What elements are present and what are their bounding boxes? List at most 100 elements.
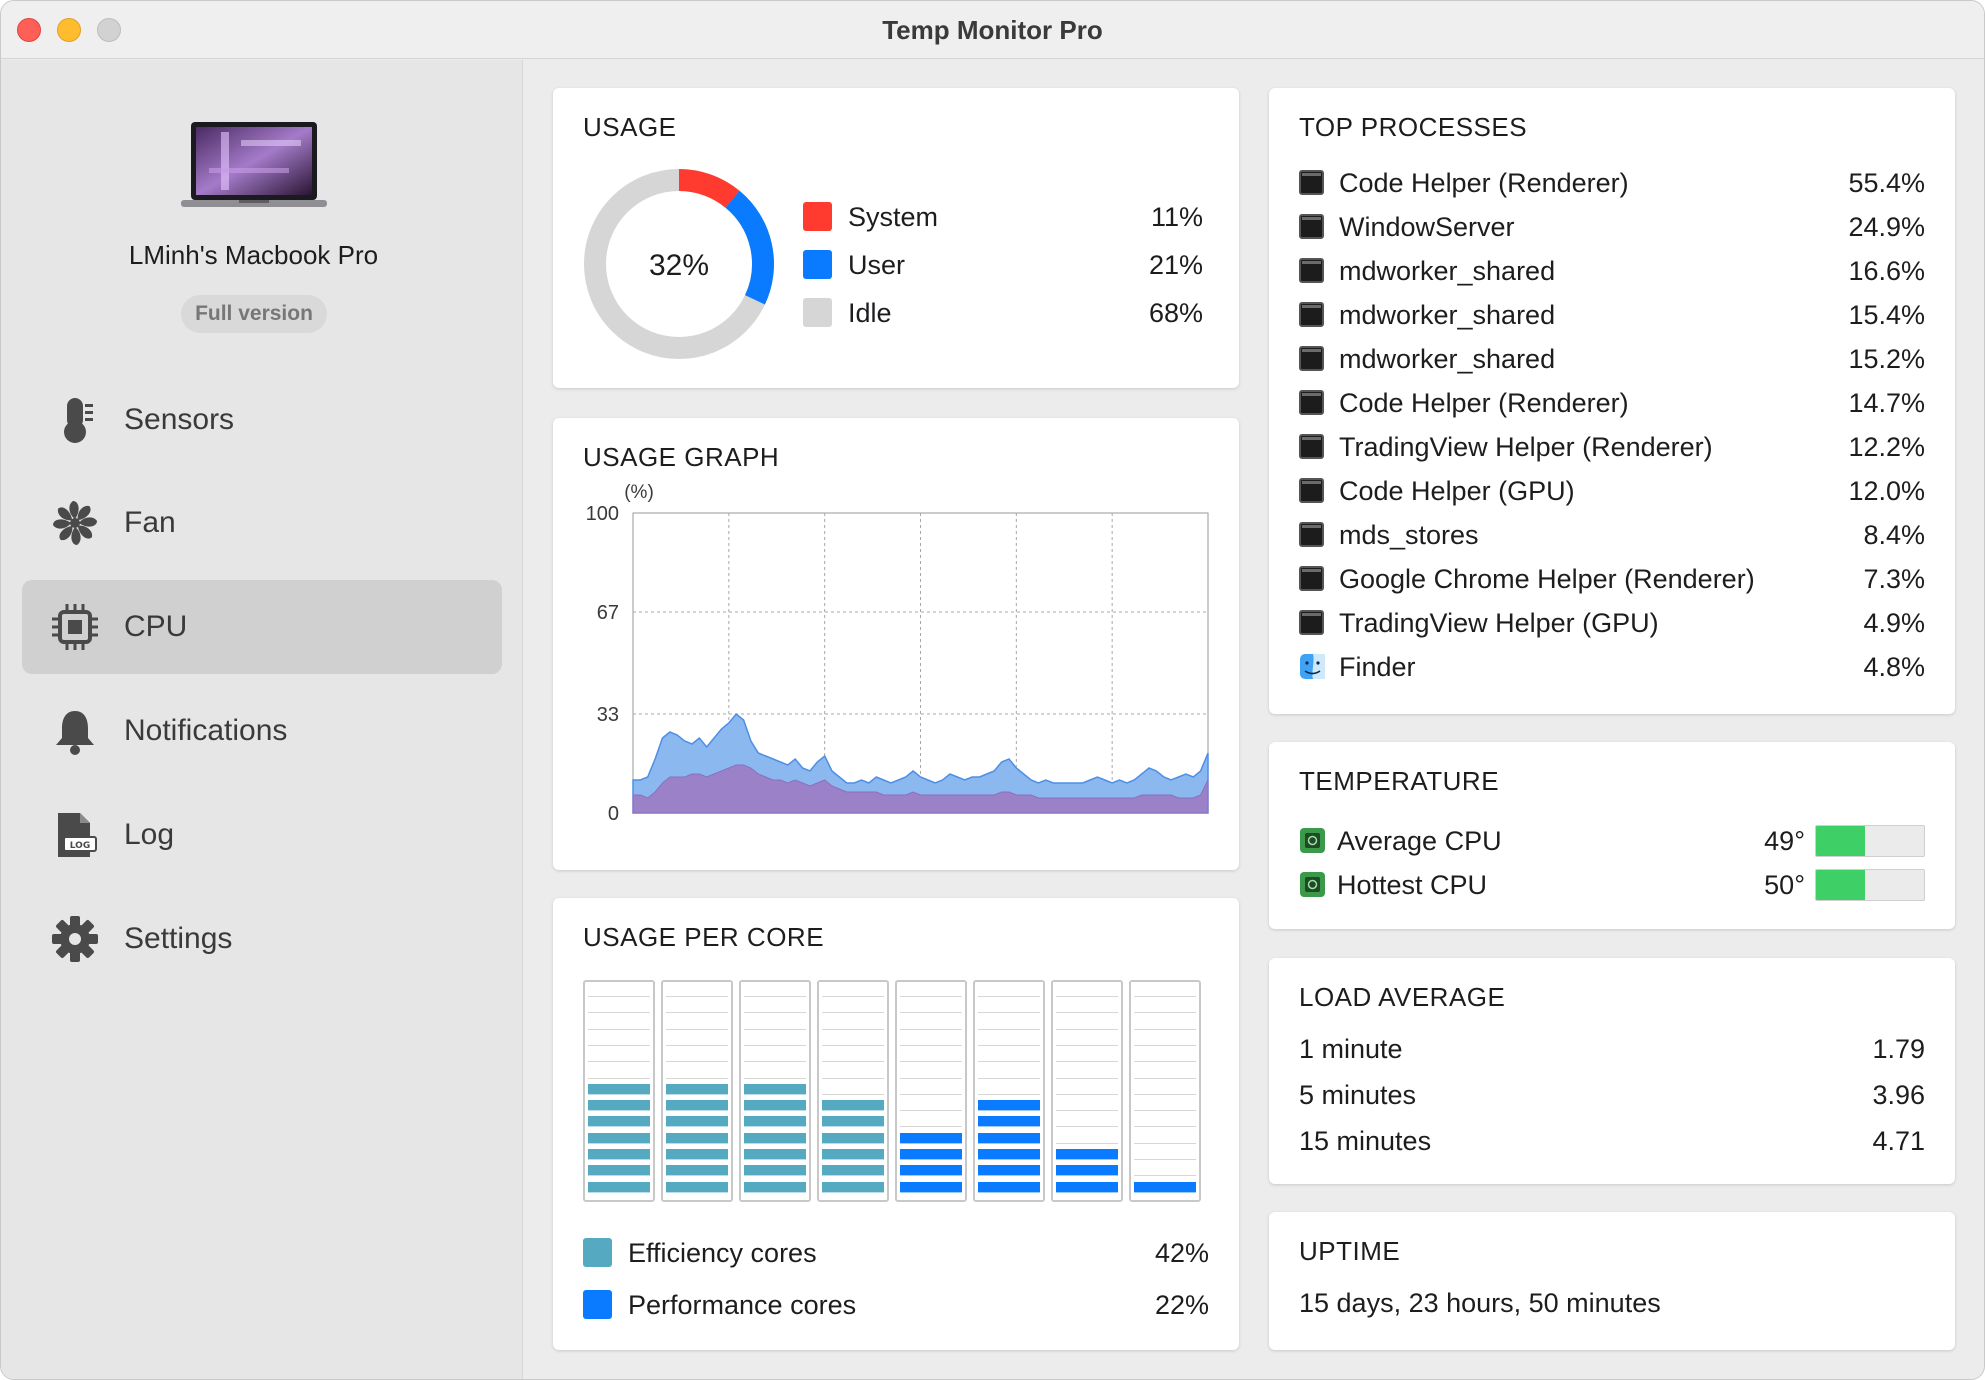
core-segment-empty (744, 986, 806, 997)
core-segment-empty (1056, 1084, 1118, 1095)
core-column-performance (973, 980, 1045, 1202)
usage-graph-card: USAGE GRAPH (%) 100 67 33 0 (553, 418, 1239, 870)
sidebar: LMinh's Macbook Pro Full version Sensors (1, 60, 523, 1379)
terminal-icon (1299, 566, 1324, 591)
process-cpu-value: 12.2% (1848, 432, 1925, 462)
core-segment-empty (666, 1068, 728, 1079)
device-name: LMinh's Macbook Pro (128, 240, 379, 270)
process-cpu-value: 12.0% (1848, 476, 1925, 506)
core-segment-empty (900, 1084, 962, 1095)
core-segment-empty (666, 986, 728, 997)
core-segment-empty (1134, 1149, 1196, 1160)
core-segment-filled (978, 1132, 1040, 1144)
legend-value: 22% (1154, 1290, 1209, 1320)
process-name: Code Helper (GPU) (1339, 476, 1575, 506)
terminal-icon (1299, 522, 1324, 547)
terminal-icon (1299, 610, 1324, 635)
core-columns (583, 980, 1213, 1202)
core-segment-empty (588, 1019, 650, 1030)
core-segment-empty (588, 1051, 650, 1063)
usage-graph-card-title: USAGE GRAPH (583, 442, 780, 472)
core-segment-filled (588, 1165, 650, 1177)
core-column-performance (1051, 980, 1123, 1202)
process-cpu-value: 14.7% (1848, 388, 1925, 418)
sidebar-item-label: CPU (124, 610, 188, 643)
core-segment-empty (588, 1068, 650, 1079)
minimize-window-button[interactable] (57, 18, 81, 42)
core-segment-filled (744, 1100, 806, 1112)
load-label: 5 minutes (1299, 1080, 1417, 1110)
process-cpu-value: 4.8% (1863, 652, 1925, 682)
usage-card: USAGE 32% System 11% User 21% Idle 68% (553, 88, 1239, 388)
core-segment-empty (822, 1019, 884, 1030)
zoom-window-button[interactable] (97, 18, 121, 42)
process-name: WindowServer (1339, 212, 1515, 242)
legend-value: 68% (1148, 298, 1203, 328)
core-segment-filled (900, 1149, 962, 1160)
process-cpu-value: 4.9% (1863, 608, 1925, 638)
core-segment-filled (744, 1083, 806, 1095)
usage-donut-chart: 32% (584, 169, 774, 359)
core-column-efficiency (661, 980, 733, 1202)
graph-y-tick-label: 67 (597, 602, 619, 624)
core-segment-filled (822, 1181, 884, 1193)
core-segment-empty (1134, 1068, 1196, 1079)
close-window-button[interactable] (17, 18, 41, 42)
core-segment-filled (666, 1149, 728, 1160)
process-row: mdworker_shared 16.6% (1299, 250, 1925, 290)
process-name: Code Helper (Renderer) (1339, 388, 1629, 418)
process-row: Google Chrome Helper (Renderer) 7.3% (1299, 558, 1925, 598)
core-segment-filled (822, 1132, 884, 1144)
process-cpu-value: 16.6% (1848, 256, 1925, 286)
core-column-efficiency (739, 980, 811, 1202)
core-segment-filled (900, 1181, 962, 1193)
sidebar-item-cpu[interactable]: CPU (22, 580, 502, 674)
uptime-card-title: UPTIME (1299, 1236, 1401, 1266)
core-segment-empty (822, 1035, 884, 1046)
fan-icon (53, 501, 97, 545)
process-row: TradingView Helper (Renderer) 12.2% (1299, 426, 1925, 466)
load-value: 1.79 (1872, 1034, 1925, 1064)
temp-value: 49° (1764, 826, 1805, 856)
legend-value: 42% (1154, 1238, 1209, 1268)
window-title: Temp Monitor Pro (882, 15, 1103, 45)
core-segment-empty (978, 1051, 1040, 1063)
core-segment-filled (744, 1181, 806, 1193)
sidebar-item-fan[interactable]: Fan (22, 476, 502, 570)
core-segment-filled (822, 1165, 884, 1177)
temp-row-average-cpu: Average CPU 49° (1299, 820, 1925, 860)
core-segment-empty (978, 986, 1040, 997)
core-segment-filled (588, 1181, 650, 1193)
legend-label: Performance cores (628, 1290, 857, 1320)
sidebar-item-log[interactable]: LOG Log (22, 788, 502, 882)
core-segment-empty (1134, 1035, 1196, 1046)
per-core-card: USAGE PER CORE Efficiency cores 42% Perf… (553, 898, 1239, 1350)
process-row: Code Helper (Renderer) 14.7% (1299, 382, 1925, 422)
core-segment-empty (666, 1051, 728, 1063)
core-segment-empty (1134, 1116, 1196, 1128)
process-name: Code Helper (Renderer) (1339, 168, 1629, 198)
graph-y-tick-label: 0 (608, 803, 619, 825)
terminal-icon (1299, 258, 1324, 283)
legend-label: Efficiency cores (628, 1238, 817, 1268)
core-segment-empty (1056, 1100, 1118, 1112)
sidebar-item-notifications[interactable]: Notifications (22, 684, 502, 778)
core-segment-empty (1134, 1002, 1196, 1014)
core-column-efficiency (817, 980, 889, 1202)
process-row: mdworker_shared 15.4% (1299, 294, 1925, 334)
legend-label: User (848, 250, 906, 280)
core-segment-filled (666, 1116, 728, 1128)
usage-legend-user: User 21% (803, 244, 1203, 284)
core-segment-filled (666, 1132, 728, 1144)
core-segment-empty (1056, 1068, 1118, 1079)
per-core-card-title: USAGE PER CORE (583, 922, 825, 952)
sidebar-item-sensors[interactable]: Sensors (22, 373, 502, 467)
bell-icon (56, 711, 94, 755)
sidebar-item-settings[interactable]: Settings (22, 892, 502, 986)
core-segment-filled (978, 1181, 1040, 1193)
terminal-icon (1299, 434, 1324, 459)
core-segment-empty (1056, 1051, 1118, 1063)
usage-card-title: USAGE (583, 112, 677, 142)
title-bar: Temp Monitor Pro (1, 1, 1984, 59)
terminal-icon (1299, 478, 1324, 503)
